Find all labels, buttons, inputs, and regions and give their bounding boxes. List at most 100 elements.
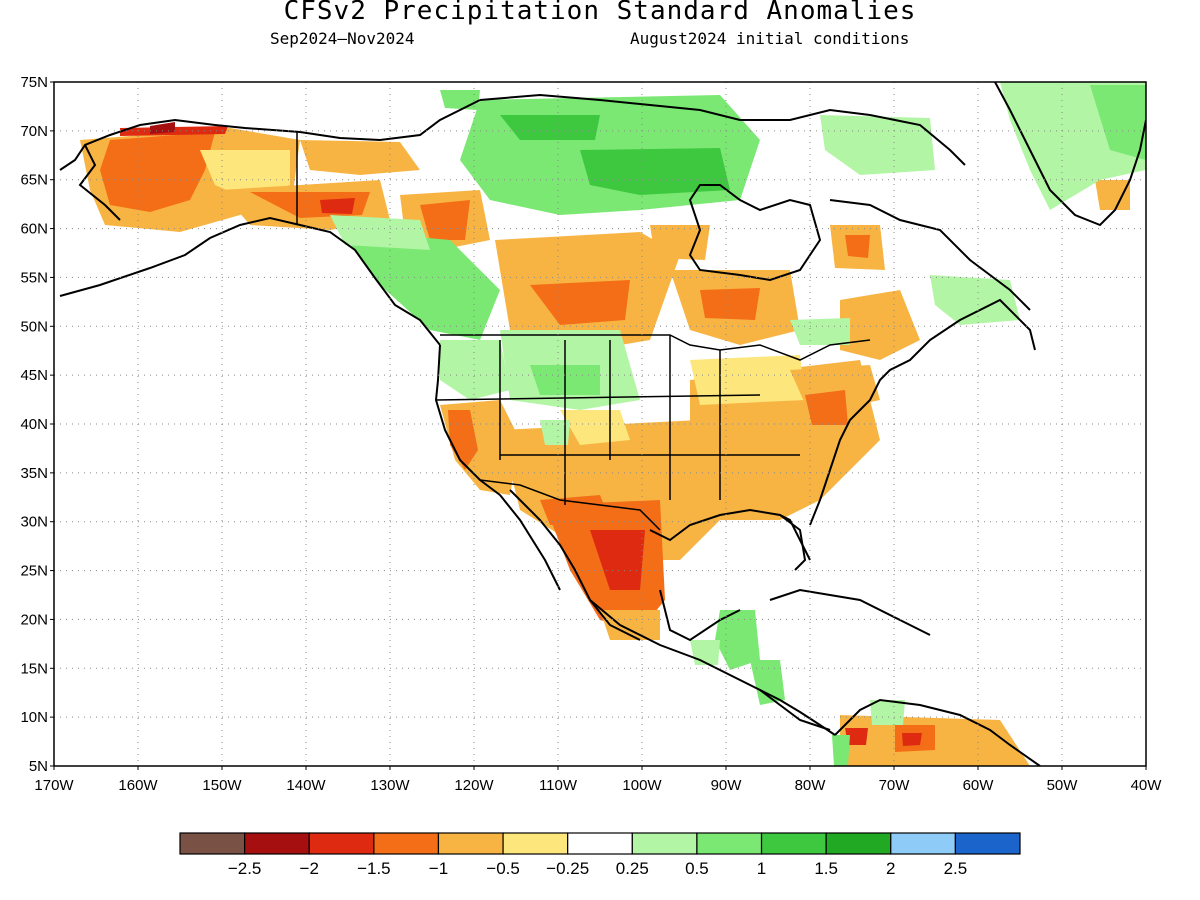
coast-baja	[499, 494, 561, 591]
fill-ca-south-wet	[750, 660, 785, 705]
coast-south-america	[834, 698, 1041, 766]
fill-central-america-wet	[715, 610, 760, 670]
colorbar-labels: −2.5 −2 −1.5 −1 −0.5 −0.25 0.25 0.5 1 1.5 2 2.5	[228, 859, 967, 878]
fill-mexico-south	[600, 610, 660, 640]
colorbar	[179, 832, 1021, 855]
coast-gulf-california	[509, 489, 641, 641]
lat-label: 65N	[20, 172, 48, 189]
fill-labrador-wet	[930, 275, 1020, 325]
lon-label: 40W	[1131, 777, 1163, 794]
lon-label: 100W	[622, 777, 662, 794]
fill-bc-light	[330, 215, 430, 250]
fill-greenland-dry	[1095, 180, 1130, 210]
colorbar-swatch	[179, 832, 246, 855]
fill-quebec-dry	[840, 290, 920, 360]
fill-calif-strong	[448, 410, 478, 470]
colorbar-swatch	[373, 832, 440, 855]
lat-label: 40N	[20, 416, 48, 433]
fill-yukon-core	[320, 198, 355, 214]
coast-florida	[779, 514, 811, 561]
colorbar-label: −1.5	[357, 859, 391, 878]
colorbar-label: 1.5	[814, 859, 838, 878]
coast-alaska	[59, 216, 441, 346]
lat-label: 5N	[29, 758, 48, 775]
coast-east-us	[809, 298, 1036, 526]
forecast-period: Sep2024–Nov2024	[270, 29, 415, 48]
lat-label: 10N	[20, 709, 48, 726]
colorbar-swatch	[308, 832, 375, 855]
fill-quebec-wet	[790, 318, 850, 345]
fill-alaska-strong	[100, 132, 215, 212]
coast-caribbean-islands	[769, 588, 931, 636]
colorbar-label: −2.5	[228, 859, 262, 878]
coastlines	[59, 82, 1146, 766]
border-us-canada	[440, 334, 871, 361]
colorbar-label: 0.5	[685, 859, 709, 878]
lat-label: 35N	[20, 465, 48, 482]
fill-yucatan-wet	[690, 640, 720, 665]
fill-hudson-wet	[580, 148, 730, 195]
colorbar-swatch	[631, 832, 698, 855]
lat-label: 25N	[20, 563, 48, 580]
fill-sam-core	[902, 733, 922, 746]
coast-mexico-pacific	[589, 599, 831, 731]
coast-hudson-bay	[688, 184, 822, 282]
lon-label: 130W	[370, 777, 410, 794]
lon-label: 50W	[1047, 777, 1079, 794]
coast-yucatan	[659, 589, 741, 642]
fill-hudson-south	[650, 225, 710, 260]
coast-greenland	[994, 82, 1146, 227]
lon-label: 170W	[34, 777, 74, 794]
colorbar-swatch	[437, 832, 504, 855]
lon-label: 80W	[795, 777, 827, 794]
lon-label: 140W	[286, 777, 326, 794]
colorbar-swatch	[760, 832, 827, 855]
fill-labrador-strong	[845, 235, 870, 258]
lon-label: 90W	[711, 777, 743, 794]
latitude-labels: 75N 70N 65N 60N 55N 50N 45N 40N 35N 30N 25N 20N 15N 1…	[20, 74, 54, 775]
lat-label: 30N	[20, 514, 48, 531]
lat-label: 20N	[20, 611, 48, 628]
lon-label: 110W	[539, 777, 578, 794]
fill-ne-orange	[805, 390, 848, 425]
fill-sam-west-core	[845, 728, 868, 745]
lon-label: 160W	[118, 777, 158, 794]
colorbar-label: −1	[429, 859, 448, 878]
coast-central-america	[759, 689, 836, 736]
fill-pnw-wet	[440, 340, 510, 400]
lat-label: 15N	[20, 660, 48, 677]
colorbar-label: 1	[757, 859, 766, 878]
colorbar-label: −0.5	[486, 859, 520, 878]
lon-label: 70W	[879, 777, 911, 794]
lon-label: 120W	[454, 777, 494, 794]
colorbar-swatch	[567, 832, 633, 855]
fill-north-canada-dry	[300, 140, 420, 175]
colorbar-swatch	[244, 832, 310, 855]
coast-alaska-north	[59, 99, 481, 171]
lat-label: 70N	[20, 123, 48, 140]
political-borders	[296, 132, 871, 531]
colorbar-swatch	[502, 832, 569, 855]
colorbar-swatch	[825, 832, 892, 855]
fill-east-light	[690, 355, 805, 405]
lat-label: 50N	[20, 318, 48, 335]
coast-gulf-mexico	[649, 508, 807, 571]
colorbar-swatch	[890, 832, 956, 855]
fill-baffin-wet	[820, 115, 935, 175]
fill-bc-coast-wet	[340, 230, 500, 340]
lon-label: 60W	[963, 777, 995, 794]
map-title: CFSv2 Precipitation Standard Anomalies	[283, 0, 917, 26]
lat-label: 60N	[20, 221, 48, 238]
colorbar-swatch	[696, 832, 763, 855]
coast-alaska-west	[78, 144, 121, 221]
fill-arctic-wet-strong	[500, 115, 600, 140]
colorbar-label: 2.5	[944, 859, 968, 878]
fill-prairie-strong	[530, 280, 630, 325]
fill-mexico-core	[590, 530, 645, 590]
coast-labrador	[829, 199, 1031, 311]
fill-ontario-strong	[700, 288, 760, 320]
fill-colombia-wet	[832, 735, 850, 766]
graticule	[54, 82, 1146, 766]
border-us-mexico	[479, 479, 661, 531]
